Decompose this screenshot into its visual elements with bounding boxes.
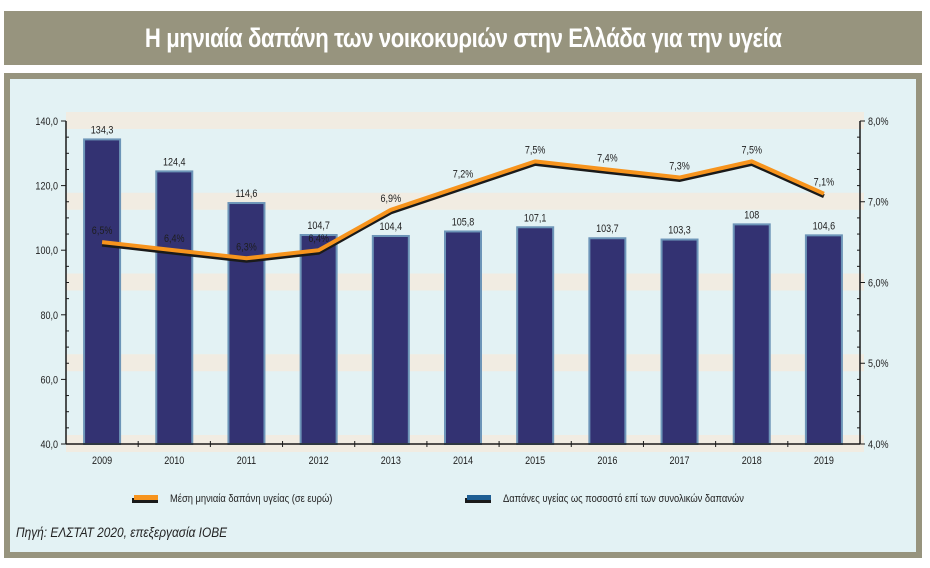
line-value-label: 7,4%: [597, 153, 618, 165]
bar-value-labels: 134,3 124,4 114,6 104,7 104,4 105,8 107,1 103,7…: [91, 125, 836, 237]
bar-2011: [227, 202, 266, 445]
bar-2014: [444, 230, 482, 445]
legend-item-line: Δαπάνες υγείας ως ποσοστό επί των συνολι…: [465, 493, 786, 505]
bar-value-label: 104,4: [380, 221, 403, 233]
x-tick-label: 2014: [453, 455, 473, 467]
bar-value-label: 134,3: [91, 125, 114, 137]
line-value-label: 7,1%: [814, 177, 835, 189]
axes: [61, 120, 865, 447]
legend-item-bar: Μέση μηνιαία δαπάνη υγείας (σε ευρώ): [132, 493, 361, 505]
chart-title: Η μηνιαία δαπάνη των νοικοκυριών στην Ελ…: [144, 22, 782, 53]
x-axis-labels: 2009 2010 2011 2012 2013 2014 2015 2016 2017 2018…: [92, 455, 834, 467]
line-series: [101, 159, 825, 261]
line-value-label: 7,3%: [669, 161, 690, 173]
bar-2012: [299, 234, 338, 445]
legend-label: Μέση μηνιαία δαπάνη υγείας (σε ευρώ): [170, 493, 333, 505]
left-tick-label: 100,0: [35, 245, 58, 257]
bar-value-label: 107,1: [524, 213, 547, 225]
line-value-label: 6,5%: [92, 225, 113, 237]
background-bands: [66, 112, 864, 452]
line-value-labels: 6,5% 6,4% 6,3% 6,4% 6,9% 7,2% 7,5% 7,4% 7,3% 7,5%…: [92, 145, 834, 254]
x-tick-label: 2015: [525, 455, 545, 467]
x-tick-label: 2018: [742, 455, 762, 467]
bar-value-label: 108: [744, 210, 759, 222]
x-tick-label: 2010: [164, 455, 184, 467]
x-tick-label: 2019: [814, 455, 834, 467]
bar-2017: [660, 238, 699, 445]
right-tick-label: 6,0%: [868, 278, 889, 290]
source-note: Πηγή: ΕΛΣΤΑΤ 2020, επεξεργασία ΙΟΒΕ: [16, 524, 228, 540]
right-tick-label: 7,0%: [868, 197, 889, 209]
background-band: [66, 192, 864, 210]
bars: [83, 138, 843, 445]
line-shadow: [101, 161, 825, 263]
percentage-line: [101, 159, 825, 263]
bar-value-label: 114,6: [236, 188, 258, 200]
bar-2019: [804, 234, 843, 445]
line-value-label: 7,5%: [525, 145, 546, 157]
right-axis-ticks: 4,0% 5,0% 6,0% 7,0% 8,0%: [868, 116, 889, 451]
x-tick-label: 2009: [92, 455, 112, 467]
x-tick-label: 2011: [237, 455, 257, 467]
x-tick-label: 2017: [670, 455, 690, 467]
bar-value-label: 104,6: [813, 221, 836, 233]
line-value-label: 6,9%: [381, 193, 402, 205]
bar-2016: [588, 237, 627, 445]
left-tick-label: 60,0: [40, 375, 58, 387]
line-value-label: 6,4%: [308, 233, 329, 245]
line-value-label: 7,5%: [741, 145, 762, 157]
bar-value-label: 124,4: [163, 157, 186, 169]
right-tick-label: 8,0%: [868, 116, 889, 128]
line-value-label: 6,3%: [236, 242, 257, 254]
right-tick-label: 5,0%: [868, 359, 889, 371]
legend-swatch-orange: [132, 495, 158, 503]
x-tick-label: 2012: [309, 455, 329, 467]
right-tick-label: 4,0%: [868, 439, 889, 451]
line-value-label: 7,2%: [453, 169, 474, 181]
x-tick-label: 2016: [597, 455, 617, 467]
left-tick-label: 40,0: [40, 439, 58, 451]
left-axis-ticks: 40,0 60,0 80,0 100,0 120,0 140,0: [35, 116, 58, 451]
bar-2013: [371, 234, 410, 445]
left-tick-label: 80,0: [40, 310, 58, 322]
legend-swatch-blue: [465, 495, 491, 503]
background-band: [66, 112, 864, 129]
left-tick-label: 140,0: [35, 116, 58, 128]
bar-value-label: 105,8: [452, 217, 475, 229]
left-tick-label: 120,0: [35, 181, 58, 193]
bar-2018: [732, 223, 771, 445]
bar-value-label: 104,7: [307, 220, 330, 232]
line-value-label: 6,4%: [164, 233, 185, 245]
x-tick-label: 2013: [381, 455, 401, 467]
title-bar: Η μηνιαία δαπάνη των νοικοκυριών στην Ελ…: [4, 11, 922, 65]
bar-2009: [83, 138, 122, 445]
bar-2010: [155, 170, 194, 445]
bar-value-label: 103,3: [668, 225, 691, 237]
bar-2015: [516, 226, 555, 445]
bar-value-label: 103,7: [596, 224, 619, 236]
legend-label: Δαπάνες υγείας ως ποσοστό επί των συνολι…: [503, 493, 744, 505]
